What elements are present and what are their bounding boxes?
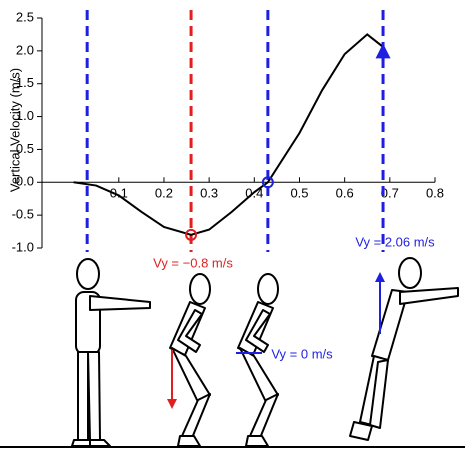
marker-label: Vy = 0 m/s bbox=[271, 346, 333, 361]
x-tick-label: 0.3 bbox=[200, 186, 218, 201]
x-tick-label: 0.8 bbox=[426, 186, 444, 201]
marker-label: Vy = −0.8 m/s bbox=[153, 255, 233, 270]
marker-label: Vy = 2.06 m/s bbox=[355, 234, 435, 249]
y-tick-label: 0.0 bbox=[16, 174, 34, 189]
x-tick-label: 0.2 bbox=[155, 186, 173, 201]
figure-takeoff bbox=[350, 258, 458, 440]
chart: Vertical Velocity (m/s) -1.0-0.50.00.51.… bbox=[0, 0, 465, 451]
figure-standing bbox=[72, 259, 150, 446]
x-tick-label: 0.5 bbox=[290, 186, 308, 201]
y-tick-label: 2.5 bbox=[16, 9, 34, 24]
y-tick-label: -0.5 bbox=[12, 207, 34, 222]
velocity-curve bbox=[74, 34, 383, 234]
y-tick-label: 1.0 bbox=[16, 108, 34, 123]
y-tick-label: 2.0 bbox=[16, 42, 34, 57]
x-tick-label: 0.6 bbox=[336, 186, 354, 201]
figure-squat-low bbox=[170, 274, 210, 446]
y-tick-label: -1.0 bbox=[12, 239, 34, 254]
y-tick-label: 1.5 bbox=[16, 75, 34, 90]
y-tick-label: 0.5 bbox=[16, 141, 34, 156]
